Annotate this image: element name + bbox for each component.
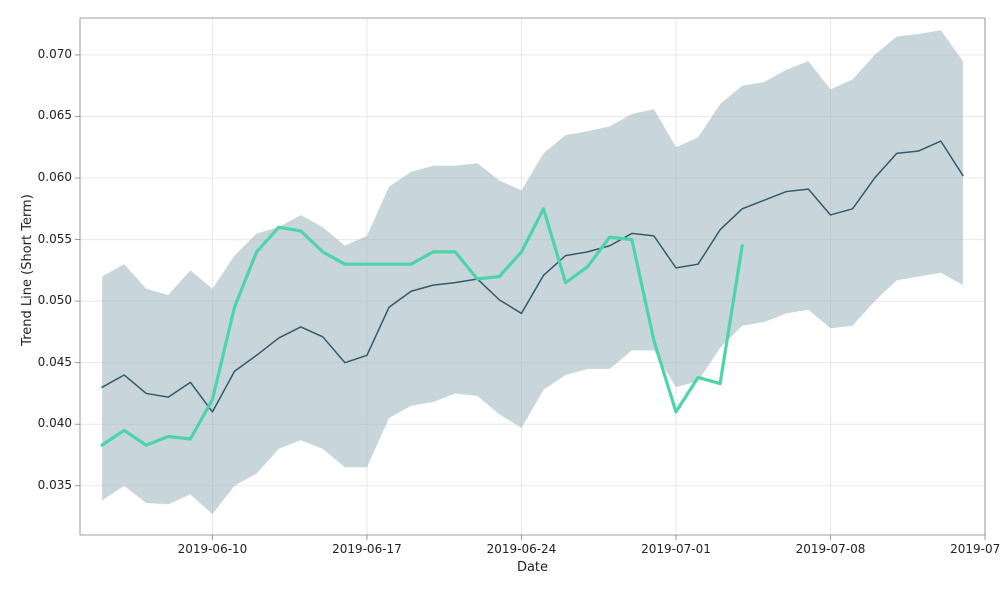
chart-svg: [0, 0, 1000, 600]
trend-chart: Trend Line (Short Term) Date 0.0350.0400…: [0, 0, 1000, 600]
y-tick-label: 0.035: [12, 478, 72, 492]
x-axis-label: Date: [80, 560, 985, 575]
y-tick-label: 0.045: [12, 355, 72, 369]
y-tick-label: 0.055: [12, 232, 72, 246]
y-tick-label: 0.065: [12, 108, 72, 122]
y-tick-label: 0.050: [12, 293, 72, 307]
x-tick-label: 2019-07-15: [940, 542, 1000, 556]
x-tick-label: 2019-07-01: [631, 542, 721, 556]
x-tick-label: 2019-06-17: [322, 542, 412, 556]
x-tick-label: 2019-06-10: [167, 542, 257, 556]
x-tick-label: 2019-07-08: [785, 542, 875, 556]
y-tick-label: 0.060: [12, 170, 72, 184]
y-tick-label: 0.070: [12, 47, 72, 61]
x-tick-label: 2019-06-24: [476, 542, 566, 556]
y-tick-label: 0.040: [12, 416, 72, 430]
